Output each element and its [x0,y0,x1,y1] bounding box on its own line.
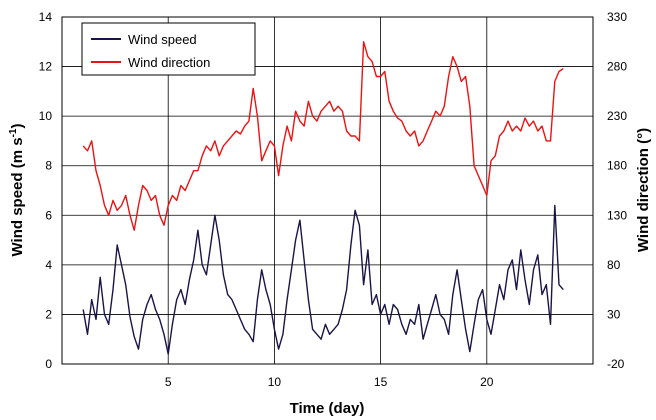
y-left-axis-title-sup: -1 [8,128,19,137]
y-right-tick-label-5: 230 [607,109,627,123]
y-left-tick-label-3: 6 [45,208,52,222]
y-left-tick-label-2: 4 [45,258,52,272]
x-tick-label-1: 10 [268,375,282,389]
x-tick-label-0: 5 [165,375,172,389]
y-right-axis-title: Wind direction (°) [635,128,652,252]
wind-speed-series [82,204,564,355]
y-right-tick-label-4: 180 [607,159,627,173]
y-right-tick-label-0: -20 [607,357,625,371]
x-tick-label-3: 20 [480,375,494,389]
series-lines [82,41,564,355]
x-tick-labels: 5 10 15 20 [165,375,494,389]
y-left-tick-labels: 0 2 4 6 8 10 12 14 [39,10,53,371]
legend-speed-label: Wind speed [128,32,197,47]
x-axis-title: Time (day) [290,400,365,417]
y-left-tick-label-1: 2 [45,307,52,321]
legend-box [81,22,256,76]
y-left-tick-label-0: 0 [45,357,52,371]
y-left-axis-title-end: ) [9,124,26,129]
y-right-tick-label-3: 130 [607,208,627,222]
y-left-tick-label-4: 8 [45,159,52,173]
y-right-tick-label-2: 80 [607,258,621,272]
y-right-tick-label-7: 330 [607,10,627,24]
y-left-tick-label-7: 14 [39,10,53,24]
wind-direction-series [82,41,564,231]
y-left-axis-title-main: Wind speed (m s [9,137,26,256]
y-right-tick-label-1: 30 [607,307,621,321]
y-right-tick-labels: -20 30 80 130 180 230 280 330 [607,10,627,371]
y-right-tick-label-6: 280 [607,60,627,74]
x-tick-label-2: 15 [374,375,388,389]
y-left-axis-title: Wind speed (m s-1) [8,124,26,257]
y-left-tick-label-5: 10 [39,109,53,123]
y-left-tick-label-6: 12 [39,60,53,74]
plot-border [61,16,594,365]
legend: Wind speed Wind direction [81,22,256,76]
legend-direction-label: Wind direction [128,55,210,70]
